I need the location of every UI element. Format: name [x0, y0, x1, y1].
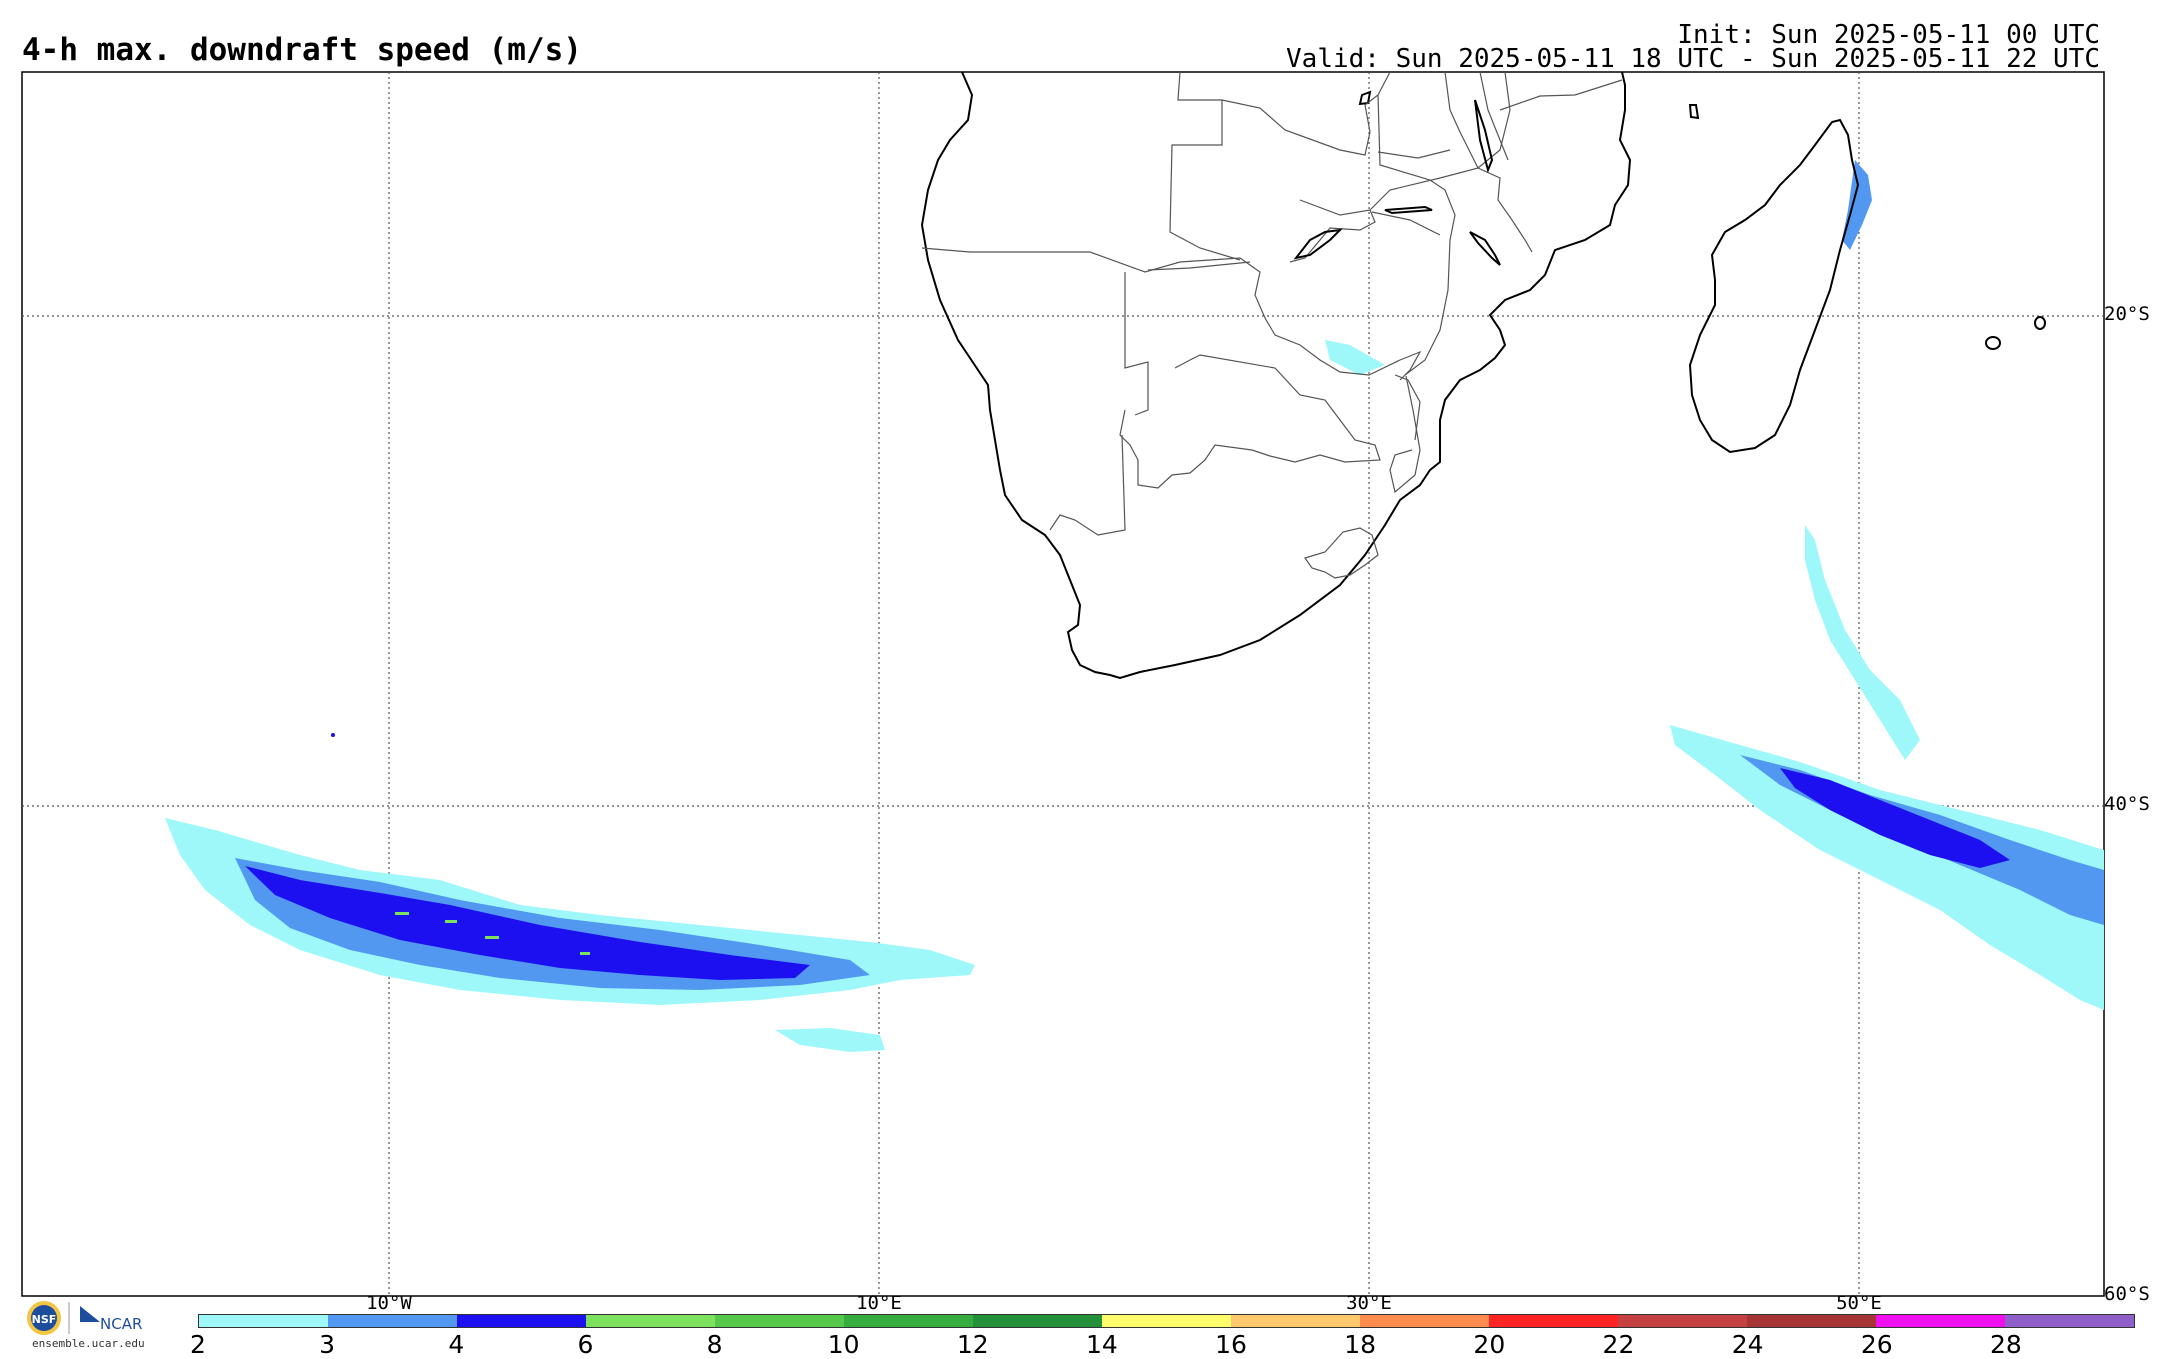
lat-label-20s: 20°S	[2104, 303, 2150, 325]
downdraft-area-6ms	[395, 912, 590, 955]
downdraft-zimbabwe	[1325, 340, 1385, 375]
downdraft-area-2ms-scatter	[1805, 525, 1920, 760]
downdraft-madagascar	[1842, 160, 1872, 250]
downdraft-spot	[331, 733, 335, 737]
colorbar-segment	[1360, 1315, 1489, 1327]
colorbar-segment	[1102, 1315, 1231, 1327]
coastline	[920, 71, 2046, 680]
colorbar-tick-label: 14	[1086, 1330, 1118, 1359]
map-frame	[21, 71, 2105, 1297]
colorbar-tick-label: 20	[1473, 1330, 1506, 1359]
colorbar-tick-label: 22	[1602, 1330, 1635, 1359]
colorbar-segment	[1231, 1315, 1360, 1327]
colorbar-tick-label: 2	[190, 1330, 206, 1359]
colorbar-tick-label: 12	[956, 1330, 989, 1359]
downdraft-area-4ms	[245, 866, 810, 980]
colorbar-tick-label: 4	[448, 1330, 465, 1359]
colorbar-tick-label: 24	[1731, 1330, 1764, 1359]
nsf-ncar-logo: NSF NCAR	[27, 1301, 142, 1335]
colorbar-segment	[457, 1315, 586, 1327]
colorbar-tick-label: 3	[319, 1330, 336, 1359]
lat-label-40s: 40°S	[2104, 793, 2150, 815]
colorbar-segment	[1876, 1315, 2005, 1327]
colorbar-segment	[715, 1315, 844, 1327]
colorbar-segment	[1747, 1315, 1876, 1327]
downdraft-area-2ms-b	[775, 1028, 885, 1052]
colorbar-tick-label: 18	[1344, 1330, 1377, 1359]
init-time: Init: Sun 2025-05-11 00 UTC	[1677, 20, 2100, 50]
lakes	[1293, 99, 1501, 266]
downdraft-band-atlantic	[165, 733, 975, 1052]
downdraft-band-indian	[1325, 160, 2104, 1010]
lon-label-50e: 50°E	[1836, 1292, 1882, 1314]
colorbar-tick-label: 10	[827, 1330, 860, 1359]
lon-label-10w: 10°W	[366, 1292, 412, 1314]
colorbar-segment	[1618, 1315, 1747, 1327]
colorbar-segment	[586, 1315, 715, 1327]
colorbar-segment	[2005, 1315, 2134, 1327]
graticule	[22, 72, 2104, 1296]
downdraft-area-2ms-east	[1670, 725, 2104, 1010]
colorbar-tick-label: 28	[1989, 1330, 2022, 1359]
map-title: 4-h max. downdraft speed (m/s)	[22, 32, 582, 68]
country-borders	[921, 71, 1623, 579]
colorbar-segment	[973, 1315, 1102, 1327]
lon-label-30e: 30°E	[1346, 1292, 1392, 1314]
colorbar-tick-label: 6	[577, 1330, 594, 1359]
colorbar-segment	[328, 1315, 457, 1327]
downdraft-area-4ms-east	[1780, 768, 2010, 868]
site-url: ensemble.ucar.edu	[32, 1337, 145, 1350]
valid-time: Valid: Sun 2025-05-11 18 UTC - Sun 2025-…	[1286, 44, 2100, 74]
colorbar	[198, 1314, 2135, 1328]
colorbar-tick-label: 8	[706, 1330, 723, 1359]
colorbar-tick-label: 26	[1860, 1330, 1893, 1359]
svg-text:NCAR: NCAR	[100, 1315, 142, 1333]
colorbar-segment	[1489, 1315, 1618, 1327]
ncar-logo-icon	[80, 1306, 100, 1322]
lat-label-60s: 60°S	[2104, 1283, 2150, 1305]
lon-label-10e: 10°E	[856, 1292, 902, 1314]
nsf-logo-icon: NSF	[27, 1301, 61, 1335]
colorbar-tick-label: 16	[1215, 1330, 1247, 1359]
svg-text:NSF: NSF	[32, 1313, 57, 1326]
colorbar-segment	[199, 1315, 328, 1327]
colorbar-segment	[844, 1315, 973, 1327]
